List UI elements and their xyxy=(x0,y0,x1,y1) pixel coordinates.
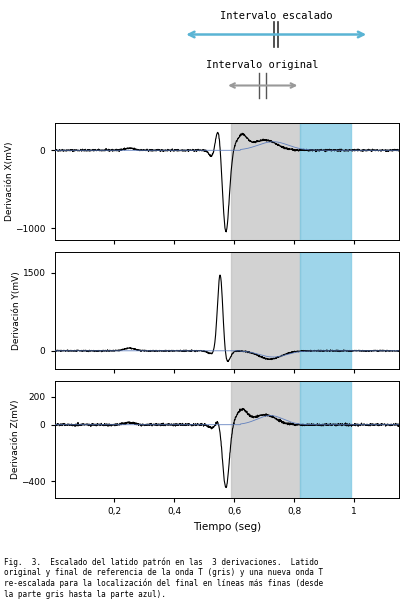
Y-axis label: Derivación Z(mV): Derivación Z(mV) xyxy=(10,400,20,479)
Y-axis label: Derivación X(mV): Derivación X(mV) xyxy=(5,142,14,221)
Bar xyxy=(300,381,351,498)
Text: Intervalo escalado: Intervalo escalado xyxy=(220,11,333,21)
Text: Intervalo original: Intervalo original xyxy=(207,60,319,70)
Bar xyxy=(300,252,351,369)
Bar xyxy=(300,123,351,240)
X-axis label: Tiempo (seg): Tiempo (seg) xyxy=(193,521,261,532)
Text: Fig.  3.  Escalado del latido patrón en las  3 derivaciones.  Latido
original y : Fig. 3. Escalado del latido patrón en la… xyxy=(4,557,323,599)
Bar xyxy=(231,252,300,369)
Bar xyxy=(231,123,300,240)
Y-axis label: Derivación Y(mV): Derivación Y(mV) xyxy=(12,271,21,350)
Bar xyxy=(231,381,300,498)
